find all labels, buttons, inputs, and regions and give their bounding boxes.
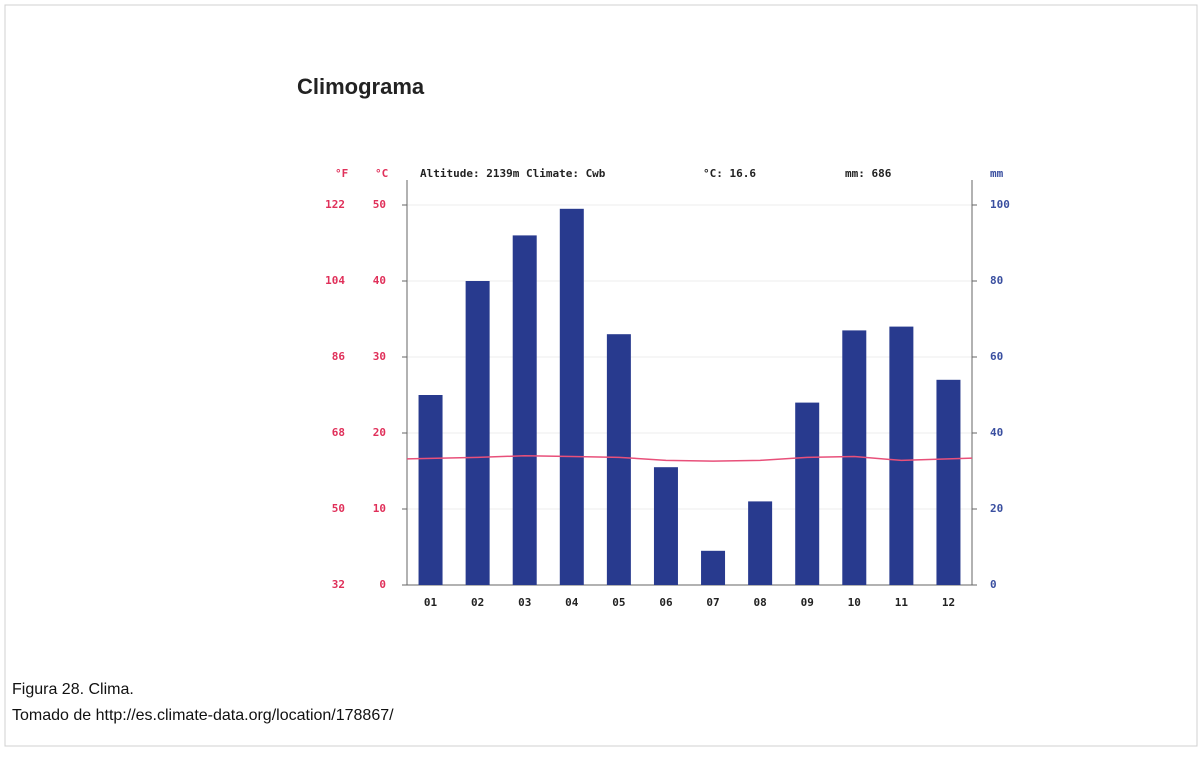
x-tick-label: 01 — [424, 596, 438, 609]
y-tick-label: 20 — [373, 426, 386, 439]
fahrenheit-label: °F — [335, 167, 348, 180]
bar — [936, 379, 961, 585]
fahrenheit-tick-label: 86 — [332, 350, 346, 363]
annotation: °C: 16.6 — [703, 167, 756, 180]
bar — [748, 501, 773, 585]
bar — [889, 326, 914, 585]
y-tick-label: 0 — [379, 578, 386, 591]
y2-tick-label: 20 — [990, 502, 1003, 515]
fahrenheit-tick-label: 32 — [332, 578, 345, 591]
bar — [418, 395, 443, 585]
x-tick-label: 10 — [848, 596, 861, 609]
bar — [795, 402, 820, 585]
y-axis-label: °C — [375, 167, 388, 180]
bar — [559, 208, 584, 586]
figure-border — [4, 4, 1198, 747]
y-tick-label: 50 — [373, 198, 386, 211]
chart-title: Climograma — [297, 74, 425, 99]
x-tick-label: 07 — [706, 596, 719, 609]
x-tick-label: 04 — [565, 596, 579, 609]
y2-tick-label: 40 — [990, 426, 1003, 439]
x-tick-label: 05 — [612, 596, 625, 609]
fahrenheit-tick-label: 104 — [325, 274, 345, 287]
x-tick-label: 06 — [659, 596, 673, 609]
annotation: mm: 686 — [845, 167, 892, 180]
x-tick-label: 02 — [471, 596, 484, 609]
fahrenheit-tick-label: 122 — [325, 198, 345, 211]
y-tick-label: 10 — [373, 502, 386, 515]
temperature-line — [406, 455, 973, 462]
y2-tick-label: 0 — [990, 578, 997, 591]
y2-tick-label: 100 — [990, 198, 1010, 211]
caption: Figura 28. Clima. — [12, 681, 134, 698]
x-tick-label: 03 — [518, 596, 531, 609]
bar — [653, 467, 678, 585]
x-tick-label: 09 — [801, 596, 814, 609]
annotation: Altitude: 2139m Climate: Cwb — [420, 167, 606, 180]
bar — [606, 334, 631, 585]
fahrenheit-tick-label: 50 — [332, 502, 345, 515]
x-tick-label: 12 — [942, 596, 955, 609]
x-tick-label: 08 — [754, 596, 767, 609]
y2-axis-label: mm — [990, 167, 1004, 180]
fahrenheit-tick-label: 68 — [332, 426, 345, 439]
y2-tick-label: 80 — [990, 274, 1003, 287]
y-tick-label: 40 — [373, 274, 386, 287]
y2-tick-label: 60 — [990, 350, 1003, 363]
caption: Tomado de http://es.climate-data.org/loc… — [12, 707, 394, 724]
bar — [701, 550, 726, 585]
bar — [465, 281, 490, 585]
x-tick-label: 11 — [895, 596, 909, 609]
y-tick-label: 30 — [373, 350, 386, 363]
bar — [512, 235, 537, 585]
